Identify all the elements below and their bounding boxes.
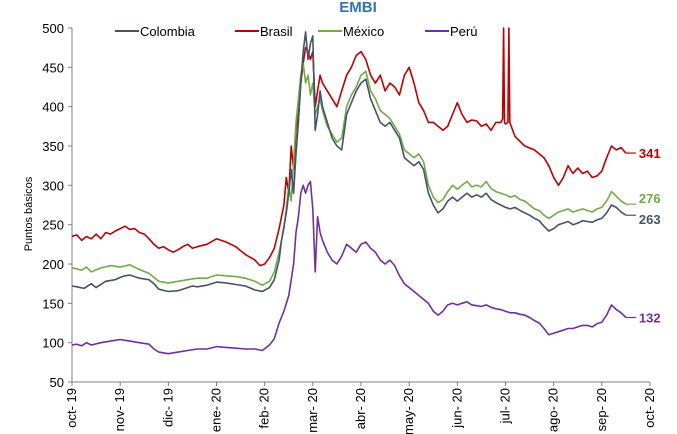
- y-tick-label: 150: [42, 296, 64, 311]
- legend-label: Colombia: [140, 24, 196, 39]
- x-tick-label: ene- 20: [209, 388, 224, 432]
- x-tick-label: ago- 20: [546, 388, 561, 432]
- series-line-méxico: [71, 62, 627, 286]
- series-line-colombia: [71, 31, 627, 293]
- axes: 50 100 150 200 250 300 350 400 450 500 oct- 19 nov-…: [42, 21, 657, 434]
- x-tick-label: sep- 20: [594, 388, 609, 431]
- y-tick-label: 250: [42, 218, 64, 233]
- x-tick-label: jun- 20: [449, 388, 464, 429]
- end-labels: 263 341 276 132: [625, 146, 661, 325]
- chart-title: EMBI: [339, 0, 377, 16]
- x-tick-label: oct- 19: [64, 388, 79, 428]
- y-tick-label: 450: [42, 60, 64, 75]
- y-tick-label: 100: [42, 336, 64, 351]
- y-tick-label: 350: [42, 139, 64, 154]
- end-label-value: 263: [639, 212, 661, 227]
- y-tick-label: 400: [42, 100, 64, 115]
- legend-label: Perú: [450, 24, 477, 39]
- y-tick-label: 300: [42, 178, 64, 193]
- x-tick-label: feb- 20: [257, 388, 272, 428]
- x-tick-label: jul- 20: [498, 388, 513, 424]
- x-tick-label: dic- 19: [160, 388, 175, 427]
- legend-label: Brasil: [260, 24, 293, 39]
- legend-label: México: [343, 24, 384, 39]
- y-tick-label: 500: [42, 21, 64, 36]
- legend: Colombia Brasil México Perú: [115, 24, 477, 39]
- plot-area: [71, 27, 627, 355]
- legend-item: México: [318, 24, 384, 39]
- legend-item: Colombia: [115, 24, 196, 39]
- x-tick-label: may- 20: [401, 388, 416, 434]
- y-axis-label: Puntos básicos: [23, 176, 35, 251]
- end-label-value: 276: [639, 191, 661, 206]
- x-tick-label: oct- 20: [642, 388, 657, 428]
- x-tick-label: mar- 20: [305, 388, 320, 433]
- end-label-value: 132: [639, 310, 661, 325]
- series-line-brasil: [71, 27, 627, 267]
- y-tick-label: 50: [50, 375, 64, 390]
- x-tick-label: abr- 20: [353, 388, 368, 429]
- x-tick-label: nov- 19: [112, 388, 127, 431]
- legend-item: Perú: [425, 24, 477, 39]
- y-tick-label: 200: [42, 257, 64, 272]
- legend-item: Brasil: [235, 24, 293, 39]
- end-label-value: 341: [639, 146, 661, 161]
- series-line-perú: [71, 180, 627, 355]
